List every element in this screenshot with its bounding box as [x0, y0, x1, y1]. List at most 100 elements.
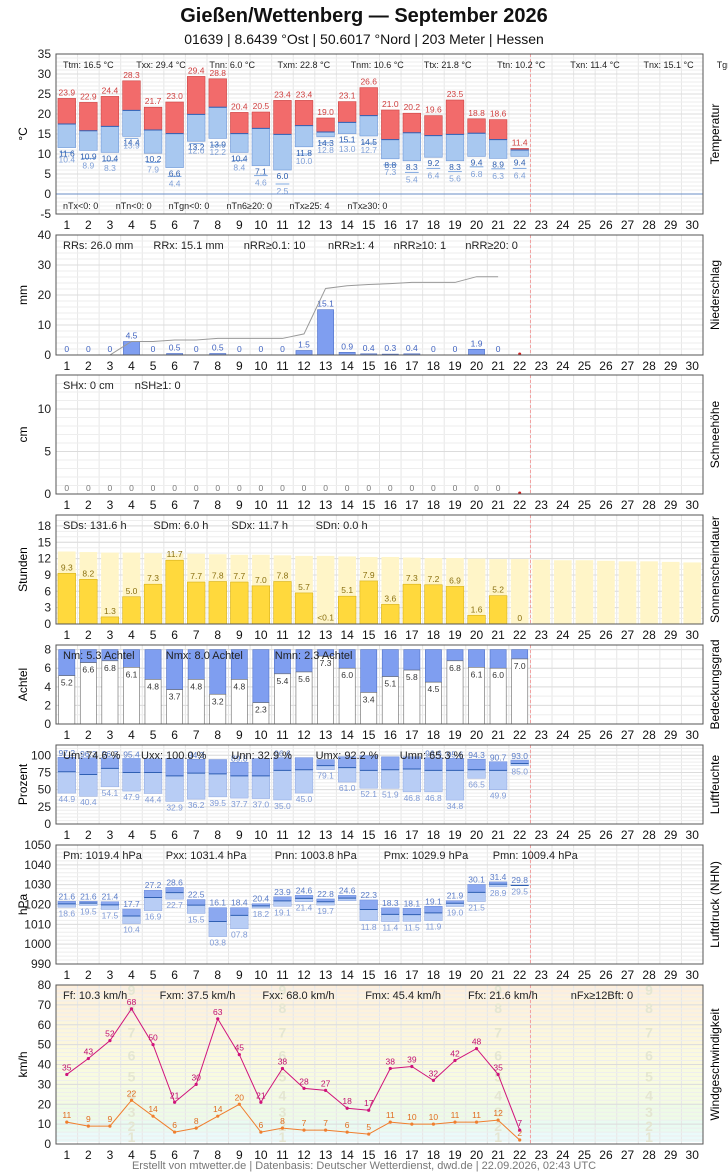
beaufort-number: 2 — [279, 1118, 287, 1134]
x-tick-label: 19 — [448, 968, 462, 982]
x-tick-label: 4 — [128, 218, 135, 232]
tmin-bar — [187, 114, 206, 142]
x-tick-label: 8 — [214, 218, 221, 232]
sun-label: 7.3 — [147, 573, 159, 583]
y-tick-label: 100 — [31, 748, 51, 762]
possible-sun-bar — [640, 561, 658, 624]
x-tick-label: 18 — [427, 968, 441, 982]
x-tick-label: 29 — [664, 968, 678, 982]
x-tick-label: 27 — [621, 498, 635, 512]
x-tick-label: 28 — [642, 359, 656, 373]
tground-label: 6.4 — [428, 170, 440, 180]
tmax-bar — [294, 100, 314, 126]
cloud-label: 3.7 — [169, 692, 181, 702]
mean-wind-label: 10 — [429, 1112, 439, 1122]
humidity-min-label: 79.1 — [317, 771, 334, 781]
x-tick-label: 6 — [171, 218, 178, 232]
x-tick-label: 11 — [276, 359, 289, 373]
stat-label: Nmx: 8.0 Achtel — [166, 650, 243, 662]
x-tick-label: 26 — [599, 218, 613, 232]
beaufort-number: 2 — [645, 1118, 653, 1134]
tmin-label: 14.4 — [123, 137, 140, 147]
pressure-max-bar — [273, 896, 292, 902]
y-tick-label: 0 — [44, 187, 51, 201]
stat-label: nRR≥1: 4 — [328, 240, 374, 252]
mean-wind-label: 10 — [407, 1112, 417, 1122]
tmin-label: 13.2 — [188, 142, 205, 152]
stat-label: Tnn: 6.0 °C — [209, 60, 255, 70]
cloud-label: 4.5 — [428, 684, 440, 694]
x-tick-label: 25 — [578, 828, 592, 842]
x-tick-label: 22 — [513, 218, 527, 232]
x-tick-label: 15 — [362, 498, 376, 512]
x-tick-label: 3 — [107, 968, 114, 982]
x-tick-label: 28 — [642, 1148, 656, 1162]
tground-label: 7.9 — [147, 164, 159, 174]
humidity-max-label: 94.3 — [188, 750, 205, 760]
x-tick-label: 19 — [448, 728, 462, 742]
sun-label: 7.7 — [190, 571, 202, 581]
x-tick-label: 26 — [599, 628, 613, 642]
tmin-bar — [273, 134, 292, 171]
x-tick-label: 27 — [621, 1148, 635, 1162]
x-tick-label: 29 — [664, 218, 678, 232]
x-tick-label: 17 — [405, 359, 419, 373]
x-tick-label: 7 — [193, 828, 200, 842]
tmax-bar — [57, 98, 76, 125]
beaufort-number: 9 — [645, 982, 653, 998]
x-tick-label: 23 — [535, 1148, 549, 1162]
beaufort-number: 9 — [128, 982, 136, 998]
mean-wind-point — [194, 1126, 198, 1130]
pressure-max-label: 17.7 — [123, 899, 140, 909]
tmax-label: 23.9 — [59, 87, 76, 97]
humidity-min-label: 34.8 — [447, 801, 464, 811]
x-tick-label: 6 — [171, 728, 178, 742]
gust-label: 17 — [364, 1098, 374, 1108]
x-tick-label: 17 — [405, 498, 419, 512]
tground-label: 12.6 — [188, 146, 205, 156]
mean-wind-point — [345, 1130, 349, 1134]
plot-frame — [55, 984, 704, 1145]
tground-label: 8.4 — [233, 162, 245, 172]
sun-label: 8.2 — [82, 568, 94, 578]
beaufort-number: 6 — [645, 1048, 653, 1064]
x-tick-label: 26 — [599, 1148, 613, 1162]
tmax-label: 21.0 — [382, 99, 399, 109]
x-tick-label: 6 — [171, 359, 178, 373]
stat-label: Umn: 65.3 % — [400, 750, 464, 762]
beaufort-number: 2 — [128, 1118, 136, 1134]
snow-label: 0 — [388, 483, 393, 493]
x-tick-label: 11 — [276, 728, 289, 742]
page-title: Gießen/Wettenberg — September 2026 — [180, 5, 548, 27]
tmax-bar — [273, 100, 292, 135]
gust-line — [66, 1007, 521, 1131]
y-axis-label: °C — [16, 127, 30, 141]
tmax-bar — [381, 109, 400, 140]
humidity-max-label: 93.0 — [511, 751, 528, 761]
x-tick-label: 10 — [254, 968, 268, 982]
plot-frame — [55, 374, 704, 495]
x-tick-label: 2 — [85, 968, 92, 982]
tmax-label: 23.4 — [296, 89, 313, 99]
cloud-bar — [425, 649, 442, 683]
humidity-min-label: 37.0 — [253, 800, 270, 810]
cloud-label: 6.1 — [471, 669, 483, 679]
mean-wind-label: 12 — [493, 1108, 503, 1118]
pressure-max-bar — [424, 906, 443, 914]
mean-wind-point — [453, 1120, 457, 1124]
pressure-min-bar — [165, 892, 184, 900]
x-tick-label: 4 — [128, 359, 135, 373]
gust-point — [302, 1086, 306, 1090]
y-tick-label: 20 — [38, 288, 52, 302]
snow-label: 0 — [64, 483, 69, 493]
x-tick-label: 30 — [686, 498, 700, 512]
y-tick-label: 10 — [38, 402, 52, 416]
x-tick-label: 15 — [362, 1148, 376, 1162]
pressure-min-label: 21.5 — [468, 903, 485, 913]
beaufort-number: 5 — [128, 1068, 136, 1084]
x-tick-label: 12 — [297, 828, 311, 842]
tmax-bar — [143, 106, 163, 131]
x-tick-label: 25 — [578, 218, 592, 232]
tmin-label: 14.3 — [317, 138, 334, 148]
x-tick-label: 22 — [513, 359, 527, 373]
